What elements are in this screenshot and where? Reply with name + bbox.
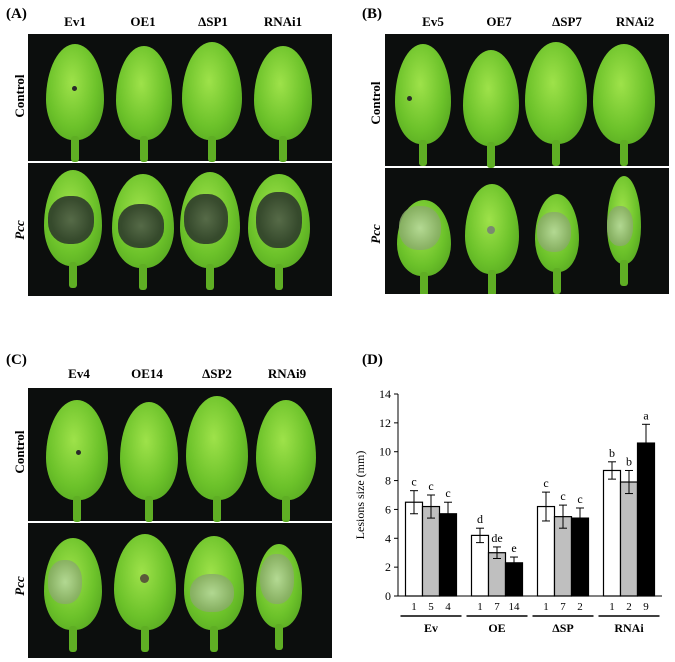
y-tick-label: 14 — [379, 387, 391, 401]
bar — [470, 534, 490, 597]
bar-label: 4 — [445, 601, 451, 613]
leaf — [593, 44, 655, 166]
leaf — [254, 46, 312, 162]
panel-a-row-control: Control — [12, 74, 27, 118]
significance-letter: b — [626, 454, 632, 468]
significance-letter: e — [511, 541, 516, 555]
leaf — [525, 42, 587, 166]
panel-a-col-3: ΔSP1 — [198, 14, 228, 29]
group-label: ΔSP — [552, 621, 574, 635]
leaf — [120, 402, 178, 522]
panel-b-divider — [385, 166, 669, 168]
panel-b-col-3: ΔSP7 — [552, 14, 582, 29]
bar-label: 1 — [543, 601, 549, 613]
y-tick-label: 12 — [379, 416, 391, 430]
panel-c-col-4: RNAi9 — [267, 366, 307, 381]
leaf — [116, 46, 172, 162]
panel-c-row-pcc: Pcc — [12, 576, 27, 596]
significance-letter: b — [609, 446, 615, 460]
panel-c-divider — [28, 521, 332, 523]
leaf — [44, 170, 102, 288]
y-tick-label: 4 — [385, 531, 391, 545]
panel-a-col-1: Ev1 — [64, 14, 86, 29]
panel-b-letter: (B) — [362, 6, 382, 22]
panel-c-letter: (C) — [6, 352, 27, 368]
significance-letter: c — [560, 489, 565, 503]
panel-a-col-2: OE1 — [130, 14, 156, 29]
bar-label: 7 — [494, 601, 500, 613]
bar — [404, 501, 424, 597]
leaf — [46, 400, 108, 522]
bar-label: 1 — [411, 601, 417, 613]
panel-c-col-2: OE14 — [131, 366, 163, 381]
bar — [438, 513, 458, 597]
panel-c-row-control: Control — [12, 430, 27, 474]
bar — [602, 469, 622, 597]
group-label: RNAi — [614, 621, 644, 635]
panel-b-row-pcc: Pcc — [368, 224, 383, 244]
leaf — [256, 400, 316, 522]
significance-letter: d — [477, 512, 483, 526]
y-tick-label: 10 — [379, 445, 391, 459]
leaf — [112, 174, 174, 290]
y-axis-label: Lesions size (mm) — [353, 451, 367, 540]
leaf — [465, 184, 519, 294]
bar-label: 2 — [626, 601, 632, 613]
panel-b-photo — [385, 34, 669, 294]
panel-a-row-pcc: Pcc — [12, 220, 27, 240]
significance-letter: c — [543, 476, 548, 490]
leaf — [44, 538, 102, 652]
panel-c-col-1: Ev4 — [68, 366, 90, 381]
leaf — [535, 194, 579, 294]
panel-a-col-4: RNAi1 — [263, 14, 303, 29]
y-tick-label: 6 — [385, 502, 391, 516]
leaf — [395, 44, 451, 166]
y-tick-label: 8 — [385, 474, 391, 488]
group-label: OE — [488, 621, 505, 635]
panel-c-photo — [28, 388, 332, 658]
leaf — [184, 536, 244, 652]
panel-b-col-4: RNAi2 — [615, 14, 655, 29]
bar-label: 1 — [609, 601, 615, 613]
leaf — [397, 200, 451, 294]
panel-b-col-2: OE7 — [486, 14, 512, 29]
panel-b-row-control: Control — [368, 81, 383, 125]
leaf — [46, 44, 104, 162]
bar-label: 5 — [428, 601, 434, 613]
leaf — [114, 534, 176, 652]
panel-a-photo — [28, 34, 332, 296]
bar — [619, 481, 639, 597]
bar-label: 2 — [577, 601, 583, 613]
leaf — [607, 176, 641, 286]
leaf — [182, 42, 242, 162]
significance-letter: a — [643, 408, 649, 422]
significance-letter: de — [491, 531, 502, 545]
leaf — [180, 172, 240, 290]
panel-d-letter: (D) — [362, 352, 383, 368]
bar — [487, 552, 507, 597]
significance-letter: c — [577, 492, 582, 506]
panel-b-col-1: Ev5 — [422, 14, 444, 29]
panel-a-divider — [28, 161, 332, 163]
bar-label: 7 — [560, 601, 566, 613]
group-label: Ev — [424, 621, 438, 635]
leaf — [186, 396, 248, 522]
bar-label: 14 — [509, 601, 521, 613]
bar-label: 9 — [643, 601, 649, 613]
leaf — [248, 174, 310, 290]
bar — [570, 517, 590, 597]
leaf — [463, 50, 519, 168]
panel-c-col-3: ΔSP2 — [202, 366, 232, 381]
significance-letter: c — [445, 486, 450, 500]
bar-label: 1 — [477, 601, 483, 613]
leaf — [256, 544, 302, 650]
significance-letter: c — [428, 479, 433, 493]
y-tick-label: 0 — [385, 589, 391, 603]
significance-letter: c — [411, 475, 416, 489]
bar — [421, 505, 441, 597]
panel-a-letter: (A) — [6, 6, 27, 22]
bar — [636, 442, 656, 597]
y-tick-label: 2 — [385, 560, 391, 574]
